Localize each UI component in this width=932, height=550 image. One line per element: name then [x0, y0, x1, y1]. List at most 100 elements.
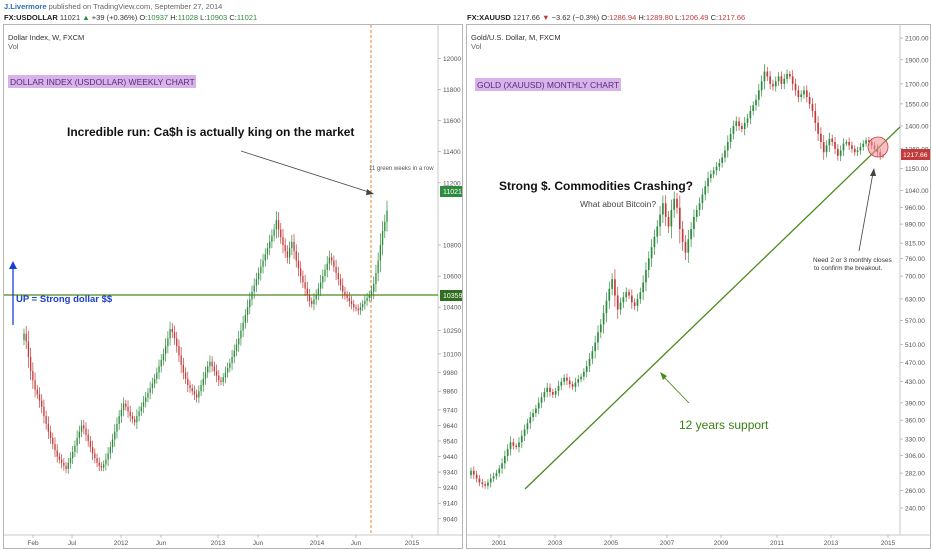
candle-body: [231, 357, 233, 364]
support-arrow-line: [661, 374, 690, 404]
candle-body: [213, 366, 216, 371]
candle-body: [63, 462, 65, 466]
candle-body: [269, 241, 271, 249]
candle-body: [537, 402, 540, 409]
right-y-axis[interactable]: 2100.001900.001700.001550.001400.001260.…: [900, 36, 929, 513]
candle-body: [504, 456, 506, 464]
right-l-label: L:: [675, 13, 682, 22]
candle-body: [187, 378, 189, 385]
right-note-line-2: to confirm the breakout.: [814, 265, 882, 272]
right-pane-title: Gold/U.S. Dollar, M, FXCM: [471, 33, 561, 42]
y-tick-label: 9240: [443, 485, 458, 492]
candle-body: [300, 268, 302, 277]
candle-body: [783, 78, 786, 84]
candle-body: [693, 216, 695, 230]
candle-body: [478, 478, 481, 483]
candle-body: [687, 239, 690, 253]
right-candles: [470, 64, 884, 490]
candle-body: [803, 90, 805, 95]
candle-body: [738, 121, 740, 126]
candle-body: [622, 297, 625, 303]
candle-body: [178, 346, 180, 356]
candle-body: [200, 385, 202, 392]
candle-body: [116, 423, 118, 432]
candle-body: [667, 216, 670, 227]
candle-body: [822, 141, 825, 153]
y-tick-label: 9640: [443, 423, 458, 430]
candle-body: [211, 361, 213, 367]
candle-body: [262, 260, 264, 267]
candle-body: [198, 391, 200, 398]
left-x-axis[interactable]: Feb Jul 2012 Jun 2013 Jun 2014 Jun 2015: [27, 535, 420, 547]
x-tick-label: 2013: [211, 540, 226, 547]
candle-body: [868, 140, 870, 142]
candle-body: [27, 341, 30, 357]
candle-body: [233, 350, 235, 357]
candle-body: [293, 241, 295, 252]
y-tick-label: 1700.00: [905, 81, 929, 88]
candle-body: [704, 186, 707, 195]
gold-chart-panel[interactable]: Gold/U.S. Dollar, M, FXCM Vol 2100.00 190…: [466, 24, 931, 549]
right-symbol[interactable]: FX:XAUUSD: [467, 13, 511, 22]
candle-body: [670, 209, 673, 227]
gold-chart[interactable]: Gold/U.S. Dollar, M, FXCM Vol 2100.00 190…: [467, 25, 930, 548]
left-symbol[interactable]: FX:USDOLLAR: [4, 13, 58, 22]
candle-body: [326, 263, 328, 270]
candle-body: [297, 260, 300, 269]
x-tick-label: Jun: [253, 540, 264, 547]
candle-body: [557, 385, 560, 391]
x-tick-label: 2015: [405, 540, 420, 547]
right-x-axis[interactable]: 2001 2003 2005 2007 2009 2011 2013 2015: [492, 535, 896, 547]
x-tick-label: 2011: [770, 540, 784, 547]
candle-body: [549, 387, 551, 392]
candle-body: [114, 431, 116, 440]
candle-body: [755, 99, 757, 106]
y-tick-label: 11400: [443, 149, 461, 156]
candle-body: [355, 307, 357, 309]
candle-body: [568, 380, 571, 385]
byline: J.Livermore published on TradingView.com…: [4, 2, 222, 11]
candle-body: [571, 384, 574, 387]
left-y-axis[interactable]: 12000 11800 11600 11400 11200 10800 10600 10400…: [438, 56, 461, 523]
candle-body: [220, 380, 222, 382]
candle-body: [282, 237, 284, 245]
x-tick-label: 2001: [492, 540, 507, 547]
candle-body: [240, 330, 242, 339]
left-close: 11021: [236, 13, 258, 22]
candle-body: [681, 229, 684, 242]
candle-body: [306, 288, 308, 295]
y-tick-label: 630.00: [905, 296, 925, 303]
candle-body: [546, 387, 549, 392]
candle-body: [180, 355, 182, 365]
candle-body: [741, 125, 743, 130]
y-tick-label: 306.00: [905, 453, 925, 460]
dollar-index-chart-panel[interactable]: Dollar Index, W, FXCM Vol 12000 11800 1160…: [3, 24, 463, 549]
candle-body: [96, 458, 98, 463]
candle-body: [605, 300, 608, 314]
author-link[interactable]: J.Livermore: [4, 2, 47, 11]
candle-body: [472, 470, 475, 475]
candle-body: [218, 375, 220, 381]
right-title-badge: [475, 78, 621, 91]
candle-body: [204, 372, 207, 379]
candle-body: [789, 73, 791, 77]
left-low: 10903: [206, 13, 228, 22]
candle-body: [238, 338, 240, 345]
candle-body: [260, 266, 262, 273]
down-arrow-icon: ▼: [542, 13, 550, 22]
candle-body: [229, 363, 231, 368]
dollar-index-chart[interactable]: Dollar Index, W, FXCM Vol 12000 11800 1160…: [4, 25, 462, 548]
x-tick-label: Feb: [27, 540, 39, 547]
candle-body: [74, 445, 76, 452]
arrow-head-icon: [366, 189, 374, 195]
candle-body: [36, 389, 38, 395]
candle-body: [142, 402, 145, 407]
candle-body: [87, 434, 89, 441]
y-tick-label: 700.00: [905, 274, 925, 281]
candle-body: [353, 304, 355, 308]
right-c-label: C:: [710, 13, 719, 22]
right-annotation-sub: What about Bitcoin?: [580, 199, 656, 209]
gold-support-trendline[interactable]: [524, 126, 901, 490]
candle-body: [162, 353, 165, 361]
candle-body: [588, 358, 591, 367]
